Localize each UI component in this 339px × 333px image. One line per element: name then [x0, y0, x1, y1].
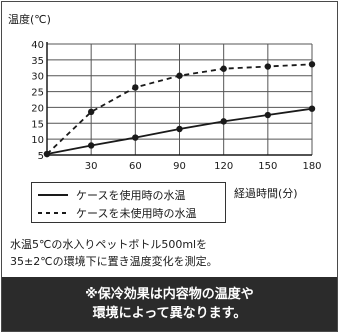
data-point-without-case: [87, 108, 95, 116]
y-tick-label: 5: [38, 151, 44, 162]
y-tick-label: 40: [31, 40, 44, 51]
x-tick-label: 30: [85, 161, 98, 172]
y-axis-label: 温度(℃): [8, 13, 51, 26]
x-tick-label: 90: [173, 161, 186, 172]
data-point-without-case: [220, 65, 227, 72]
note-line-1: 水温5℃の水入りペットボトル500mlを: [10, 238, 208, 251]
data-point-without-case: [264, 63, 272, 70]
line-chart: 5 10 15 20 25 30 35 40 30 60 90 120 150 180: [31, 40, 321, 172]
y-tick-label: 15: [31, 119, 44, 130]
data-point-without-case: [43, 150, 51, 158]
legend-item-with-case: ケースを使用時の水温: [36, 187, 185, 203]
y-tick-label: 10: [31, 135, 44, 146]
data-point-without-case: [132, 84, 139, 91]
data-point-with-case: [87, 142, 95, 149]
data-point-with-case: [176, 125, 183, 133]
data-point-with-case: [264, 111, 272, 119]
x-axis-label: 経過時間(分): [234, 187, 298, 200]
test-condition-note: 水温5℃の水入りペットボトル500mlを 35±2℃の環境下に置き温度変化を測定…: [10, 236, 332, 270]
disclaimer-banner: ※保冷効果は内容物の温度や 環境によって異なります。: [2, 277, 337, 331]
x-tick-label: 150: [258, 161, 277, 172]
x-tick-label: 180: [302, 161, 321, 172]
legend: ケースを使用時の水温 ケースを未使用時の水温: [31, 182, 226, 223]
banner-line-2: 環境によって異なります。: [92, 306, 247, 321]
banner-line-1: ※保冷効果は内容物の温度や: [85, 287, 254, 302]
data-point-without-case: [176, 72, 183, 79]
y-tick-label: 20: [31, 103, 44, 114]
solid-line-swatch: [38, 194, 68, 196]
note-line-2: 35±2℃の環境下に置き温度変化を測定。: [10, 255, 218, 268]
y-tick-label: 25: [31, 88, 44, 99]
legend-label-with-case: ケースを使用時の水温: [76, 189, 186, 202]
y-tick-label: 30: [31, 72, 44, 83]
legend-label-without-case: ケースを未使用時の水温: [76, 207, 197, 220]
dashed-line-swatch: [38, 212, 68, 214]
legend-item-without-case: ケースを未使用時の水温: [36, 205, 196, 221]
data-point-with-case: [132, 134, 139, 141]
data-point-without-case: [308, 61, 316, 68]
x-tick-label: 120: [214, 161, 233, 172]
y-tick-label: 35: [31, 56, 44, 67]
data-point-with-case: [220, 118, 227, 125]
data-point-with-case: [308, 105, 316, 112]
x-tick-label: 60: [129, 161, 142, 172]
